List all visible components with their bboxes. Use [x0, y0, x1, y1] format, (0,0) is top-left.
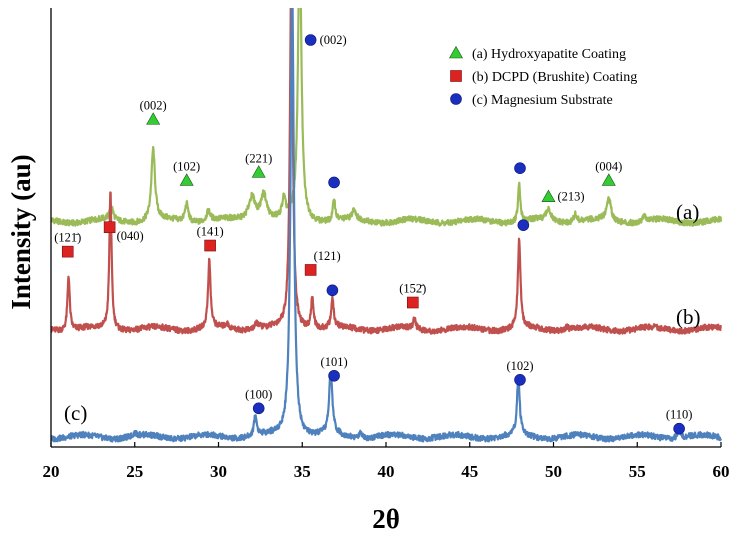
peak-label: (102) — [506, 359, 533, 373]
x-axis-title: 2θ — [372, 504, 400, 534]
peak-label: (004) — [595, 159, 622, 173]
peak-label: (100) — [245, 387, 272, 401]
x-tick-label: 40 — [378, 462, 395, 481]
legend-marker-square — [450, 70, 462, 82]
peak-marker-square — [61, 245, 74, 258]
peak-label: (213) — [557, 190, 584, 204]
x-tick-label: 30 — [210, 462, 227, 481]
peak-marker-circle — [328, 369, 340, 382]
peak-label: (002) — [140, 98, 167, 112]
series-line-2 — [51, 8, 723, 335]
peak-label: (101) — [321, 355, 348, 369]
peak-marker-circle — [304, 34, 317, 46]
x-tick-label: 60 — [713, 462, 730, 481]
peak-marker-square — [103, 221, 116, 234]
legend-label: (a) Hydroxyapatite Coating — [472, 47, 626, 62]
peak-label: (102) — [173, 159, 200, 173]
peak-marker-triangle — [601, 173, 616, 186]
series-label-2: (b) — [676, 305, 701, 329]
legend: (a) Hydroxyapatite Coating (b) DCPD (Brus… — [448, 45, 637, 108]
peak-marker-circle — [514, 374, 526, 386]
peak-marker-triangle — [541, 189, 556, 202]
peak-marker-triangle — [251, 165, 266, 178]
series-label-3: (c) — [64, 401, 87, 425]
peak-label: (152̄) — [399, 282, 426, 296]
legend-label: (c) Magnesium Substrate — [472, 93, 613, 108]
peak-marker-triangle — [146, 112, 161, 125]
x-tick-label: 35 — [294, 462, 311, 481]
legend-label: (b) DCPD (Brushite) Coating — [472, 70, 637, 85]
peak-label: (121̄) — [54, 231, 81, 245]
peak-marker-circle — [328, 176, 340, 189]
legend-marker-circle — [450, 93, 462, 105]
peak-marker-square — [204, 239, 216, 252]
peak-label: (221) — [245, 151, 272, 165]
peak-label: (121) — [314, 249, 341, 263]
x-tick-label: 45 — [461, 462, 478, 481]
x-tick-label: 55 — [629, 462, 646, 481]
peak-marker-circle — [673, 422, 685, 435]
series-line-3 — [51, 8, 722, 443]
peak-marker-square — [304, 264, 317, 276]
peak-label: (110) — [666, 408, 693, 422]
peak-marker-circle — [326, 284, 339, 297]
x-tick-label: 25 — [126, 462, 143, 481]
series-line-1 — [51, 8, 723, 227]
series-label-1: (a) — [676, 200, 699, 224]
peak-marker-triangle — [179, 173, 194, 186]
peak-label: (002) — [320, 33, 347, 47]
peak-marker-circle — [252, 402, 265, 415]
peak-label: (141) — [197, 225, 224, 239]
legend-marker-triangle — [448, 45, 464, 59]
x-tick-label: 50 — [545, 462, 562, 481]
y-axis-title: Intensity (au) — [6, 154, 36, 309]
peak-label: (040) — [117, 229, 144, 243]
x-tick-label: 20 — [43, 462, 60, 481]
peak-marker-circle — [514, 162, 526, 175]
peak-marker-circle — [517, 219, 530, 231]
peak-marker-square — [406, 296, 419, 309]
